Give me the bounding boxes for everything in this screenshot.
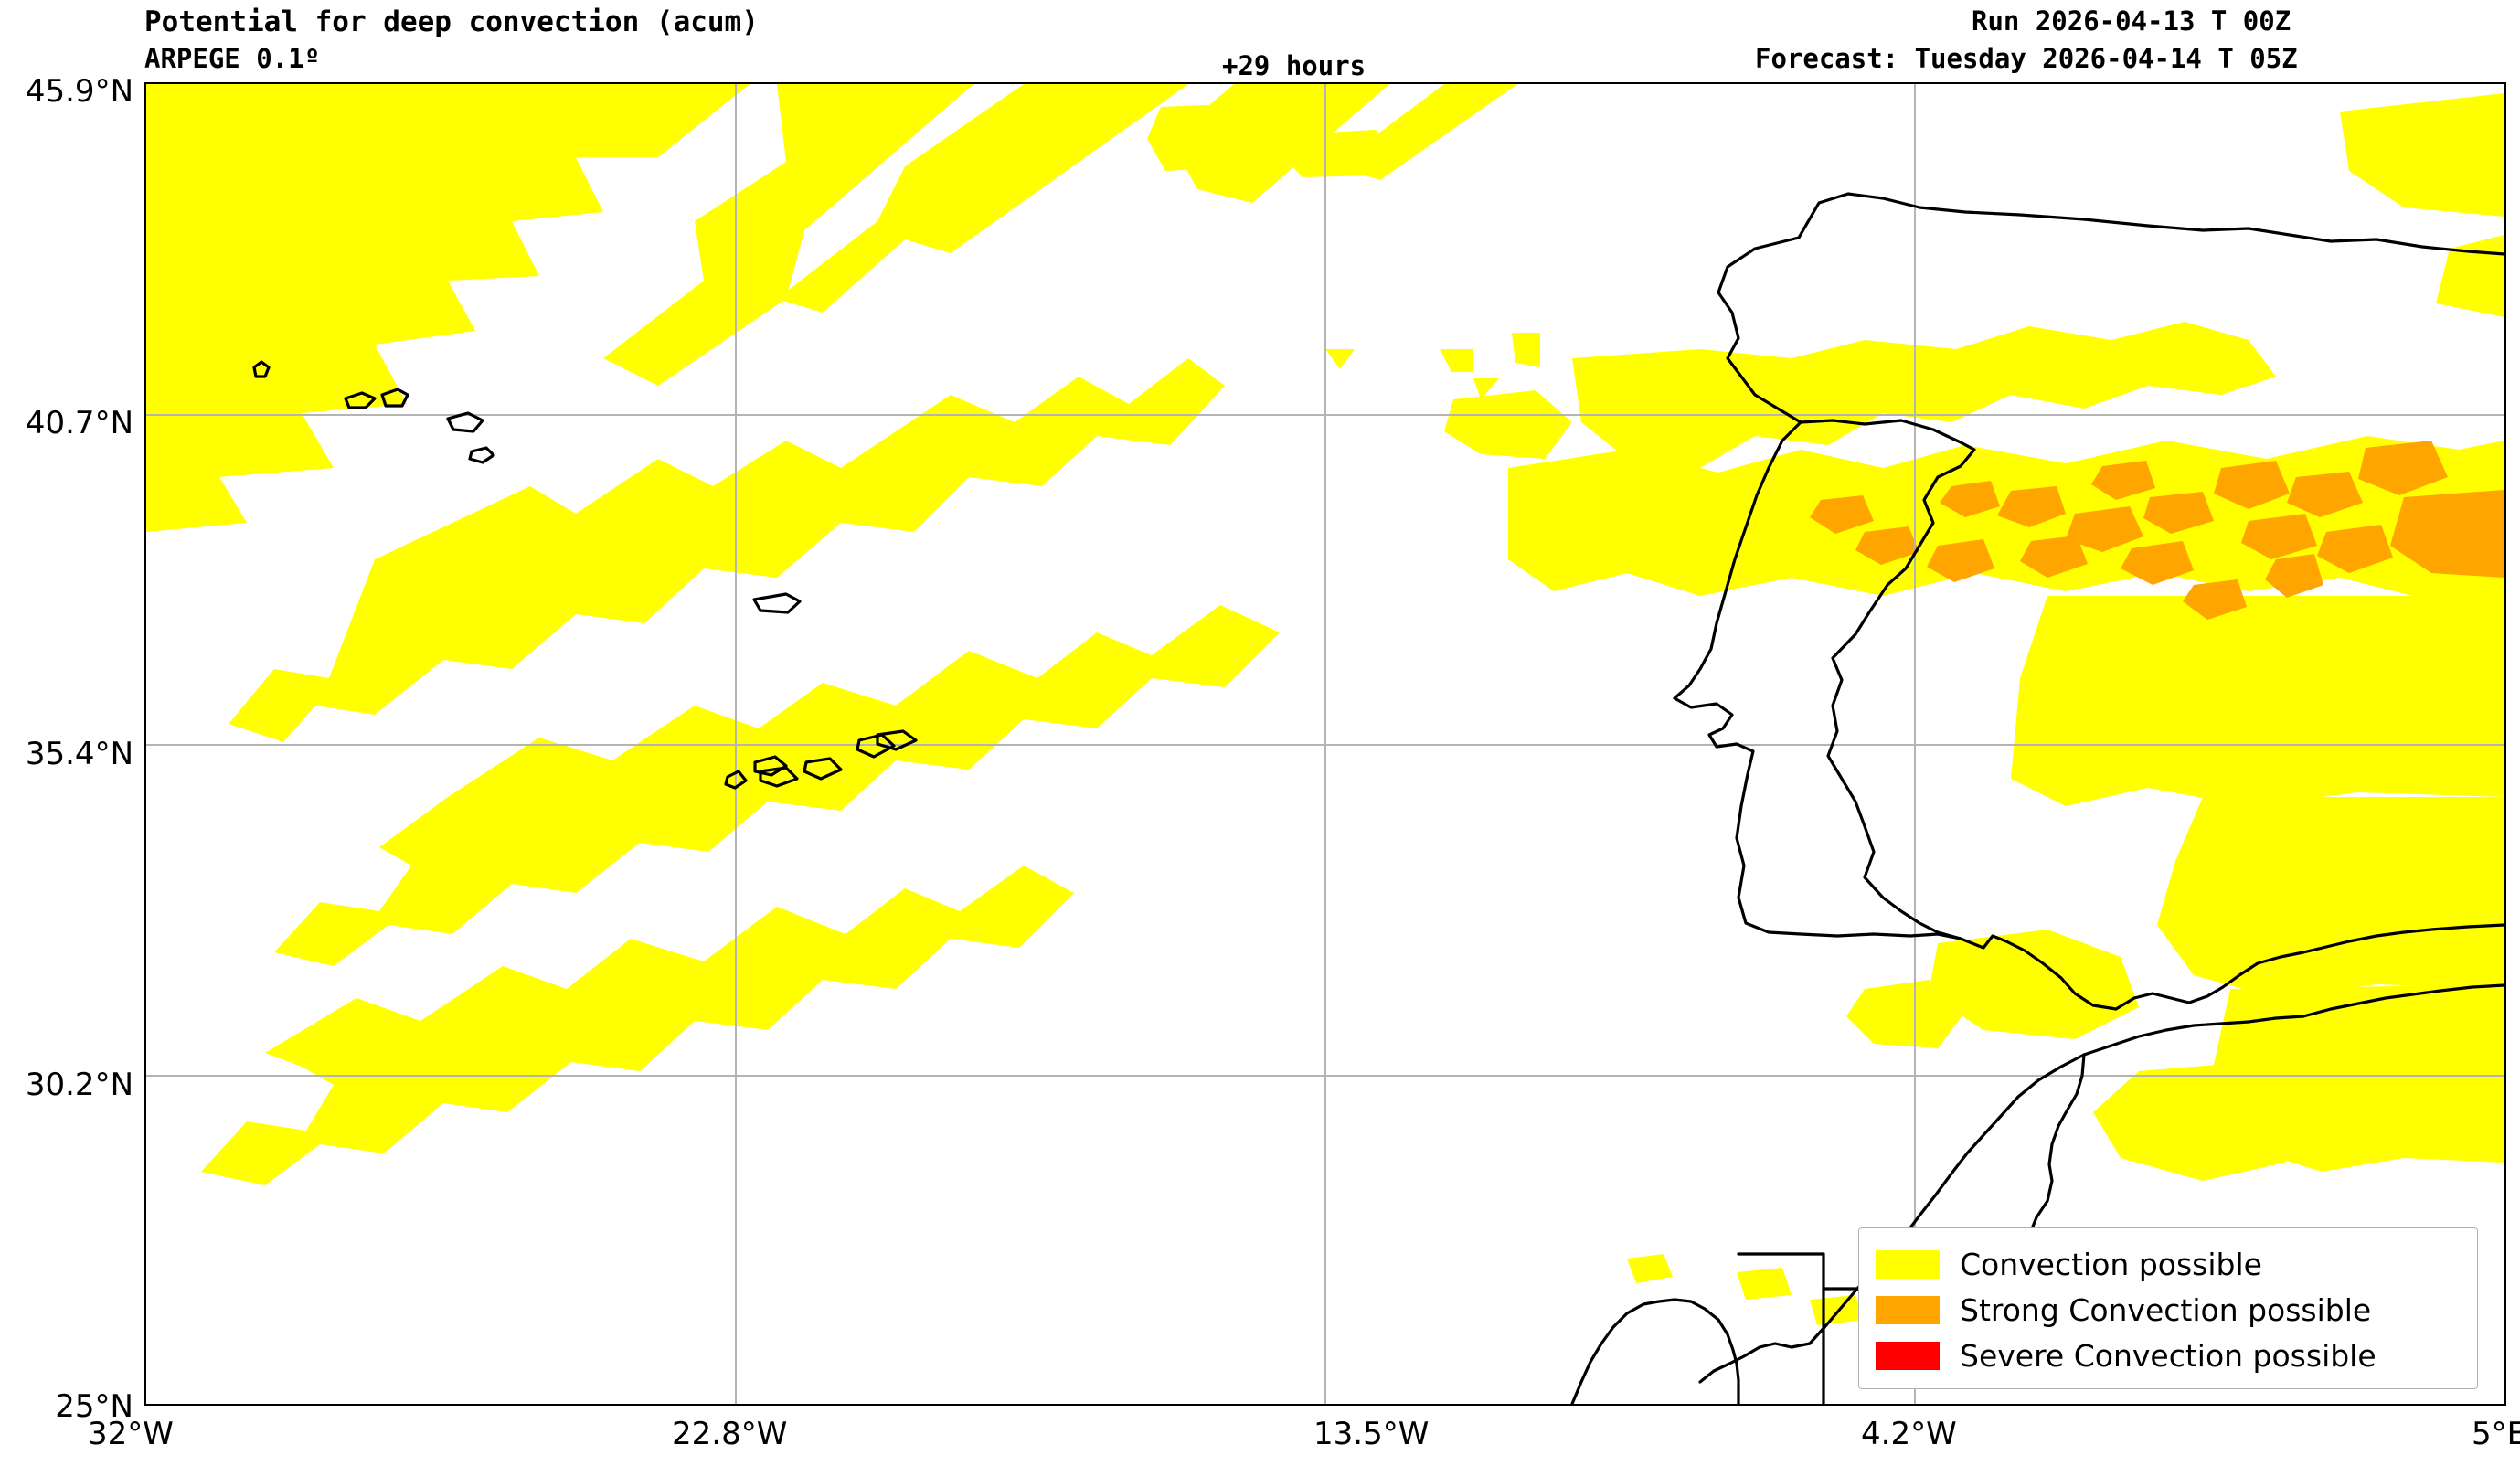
model-label: ARPEGE 0.1º [144,43,321,74]
map-plot-area[interactable] [144,82,2506,1406]
strong-convection-layer [1810,441,2504,620]
x-tick-label-2: 13.5°W [1313,1416,1430,1452]
legend-item-2[interactable]: Severe Convection possible [1876,1333,2461,1378]
y-tick-label-2: 35.4°N [25,736,133,772]
x-tick-label-0: 32°W [88,1416,174,1452]
x-tick-label-4: 5°E [2472,1416,2520,1452]
y-tick-label-1: 40.7°N [25,405,133,441]
forecast-timestamp-label: Forecast: Tuesday 2026-04-14 T 05Z [1755,43,2298,74]
y-tick-label-0: 45.9°N [25,73,133,110]
legend-swatch-convection-possible [1876,1249,1940,1279]
page-title: Potential for deep convection (acum) [144,5,759,38]
legend-item-1[interactable]: Strong Convection possible [1876,1287,2461,1333]
legend-swatch-strong-convection-possible [1876,1295,1940,1324]
x-tick-label-1: 22.8°W [672,1416,788,1452]
y-tick-label-3: 30.2°N [25,1067,133,1103]
x-tick-label-3: 4.2°W [1861,1416,1957,1452]
graticule-grid [146,84,2504,1404]
legend-label-strong-convection-possible: Strong Convection possible [1960,1291,2372,1328]
legend-swatch-severe-convection-possible [1876,1341,1940,1370]
forecast-hours-label: +29 hours [1222,50,1366,81]
run-timestamp-label: Run 2026-04-13 T 00Z [1972,5,2291,37]
legend-item-0[interactable]: Convection possible [1876,1241,2461,1287]
y-tick-label-4: 25°N [55,1388,133,1425]
legend-label-convection-possible: Convection possible [1960,1246,2262,1282]
legend-label-severe-convection-possible: Severe Convection possible [1960,1337,2376,1374]
convection-possible-layer [146,84,2504,1325]
legend-box[interactable]: Convection possible Strong Convection po… [1858,1227,2478,1389]
map-svg [146,84,2504,1404]
